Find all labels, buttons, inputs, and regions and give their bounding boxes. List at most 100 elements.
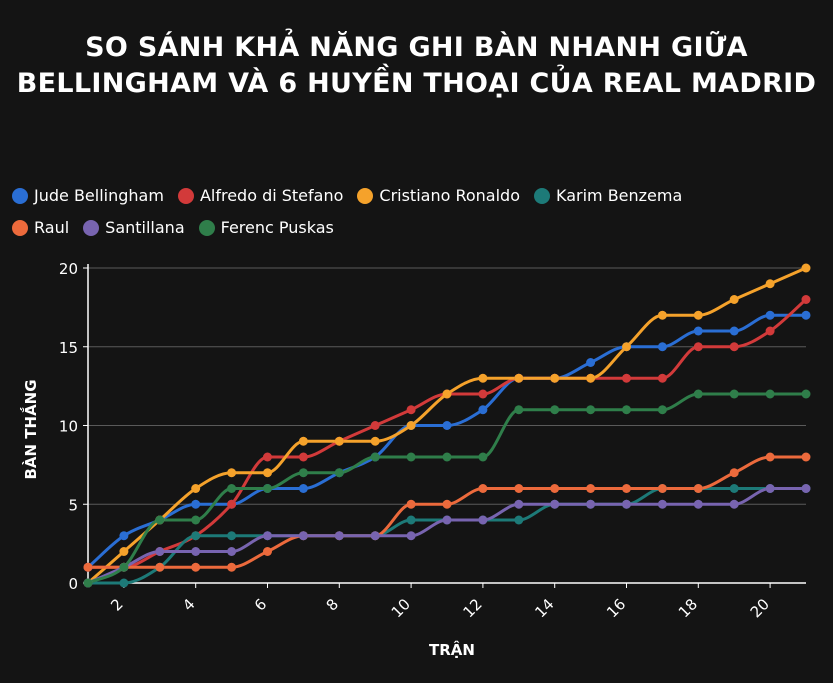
- data-point[interactable]: [227, 468, 237, 478]
- data-point[interactable]: [478, 405, 488, 415]
- data-point[interactable]: [442, 452, 452, 462]
- data-point[interactable]: [693, 484, 703, 493]
- data-point[interactable]: [370, 421, 380, 430]
- data-point[interactable]: [334, 468, 344, 478]
- data-point[interactable]: [729, 499, 739, 509]
- data-point[interactable]: [442, 389, 452, 399]
- data-point[interactable]: [729, 484, 739, 493]
- data-point[interactable]: [693, 310, 703, 320]
- data-point[interactable]: [370, 531, 380, 541]
- data-point[interactable]: [370, 436, 380, 446]
- legend-item[interactable]: Karim Benzema: [533, 186, 682, 206]
- data-point[interactable]: [191, 547, 201, 556]
- data-point[interactable]: [514, 484, 524, 493]
- data-point[interactable]: [765, 389, 775, 399]
- data-point[interactable]: [801, 310, 811, 320]
- data-point[interactable]: [657, 310, 667, 320]
- data-point[interactable]: [298, 452, 308, 462]
- data-point[interactable]: [298, 531, 308, 541]
- data-point[interactable]: [406, 515, 416, 525]
- data-point[interactable]: [693, 342, 703, 352]
- data-point[interactable]: [406, 421, 416, 430]
- data-point[interactable]: [119, 547, 129, 556]
- data-point[interactable]: [227, 562, 237, 572]
- data-point[interactable]: [765, 310, 775, 320]
- data-point[interactable]: [729, 389, 739, 399]
- data-point[interactable]: [693, 389, 703, 399]
- data-point[interactable]: [227, 499, 237, 509]
- data-point[interactable]: [191, 499, 201, 509]
- data-point[interactable]: [801, 295, 811, 304]
- data-point[interactable]: [729, 326, 739, 336]
- legend-item[interactable]: Jude Bellingham: [12, 186, 164, 206]
- data-point[interactable]: [191, 531, 201, 541]
- data-point[interactable]: [191, 562, 201, 572]
- data-point[interactable]: [191, 484, 201, 493]
- data-point[interactable]: [765, 279, 775, 289]
- data-point[interactable]: [119, 562, 129, 572]
- data-point[interactable]: [514, 515, 524, 525]
- data-point[interactable]: [406, 452, 416, 462]
- data-point[interactable]: [478, 515, 488, 525]
- data-point[interactable]: [191, 515, 201, 525]
- data-point[interactable]: [729, 295, 739, 304]
- data-point[interactable]: [155, 547, 165, 556]
- data-point[interactable]: [657, 499, 667, 509]
- data-point[interactable]: [622, 484, 631, 493]
- data-point[interactable]: [514, 405, 524, 415]
- data-point[interactable]: [442, 515, 452, 525]
- data-point[interactable]: [263, 531, 272, 541]
- data-point[interactable]: [334, 436, 344, 446]
- data-point[interactable]: [765, 484, 775, 493]
- data-point[interactable]: [227, 531, 237, 541]
- data-point[interactable]: [622, 499, 631, 509]
- data-point[interactable]: [227, 547, 237, 556]
- data-point[interactable]: [801, 389, 811, 399]
- data-point[interactable]: [693, 326, 703, 336]
- data-point[interactable]: [586, 499, 596, 509]
- data-point[interactable]: [442, 421, 452, 430]
- data-point[interactable]: [550, 499, 560, 509]
- data-point[interactable]: [478, 484, 488, 493]
- data-point[interactable]: [298, 468, 308, 478]
- data-point[interactable]: [263, 484, 272, 493]
- data-point[interactable]: [478, 373, 488, 383]
- data-point[interactable]: [657, 373, 667, 383]
- data-point[interactable]: [155, 562, 165, 572]
- data-point[interactable]: [550, 373, 560, 383]
- legend-item[interactable]: Santillana: [83, 218, 185, 238]
- data-point[interactable]: [263, 547, 272, 556]
- data-point[interactable]: [83, 562, 93, 572]
- data-point[interactable]: [406, 531, 416, 541]
- data-point[interactable]: [478, 389, 488, 399]
- legend-item[interactable]: Raul: [12, 218, 69, 238]
- data-point[interactable]: [370, 452, 380, 462]
- data-point[interactable]: [729, 342, 739, 352]
- data-point[interactable]: [729, 468, 739, 478]
- data-point[interactable]: [657, 484, 667, 493]
- data-point[interactable]: [586, 484, 596, 493]
- data-point[interactable]: [334, 531, 344, 541]
- data-point[interactable]: [550, 405, 560, 415]
- data-point[interactable]: [478, 452, 488, 462]
- legend-item[interactable]: Cristiano Ronaldo: [357, 186, 520, 206]
- data-point[interactable]: [693, 499, 703, 509]
- data-point[interactable]: [622, 373, 631, 383]
- data-point[interactable]: [514, 373, 524, 383]
- data-point[interactable]: [657, 405, 667, 415]
- data-point[interactable]: [801, 263, 811, 273]
- data-point[interactable]: [263, 452, 272, 462]
- data-point[interactable]: [586, 358, 596, 367]
- data-point[interactable]: [765, 326, 775, 336]
- data-point[interactable]: [622, 342, 631, 352]
- legend-item[interactable]: Alfredo di Stefano: [177, 186, 343, 206]
- data-point[interactable]: [622, 405, 631, 415]
- data-point[interactable]: [550, 484, 560, 493]
- data-point[interactable]: [801, 452, 811, 462]
- data-point[interactable]: [586, 405, 596, 415]
- data-point[interactable]: [119, 578, 129, 588]
- data-point[interactable]: [119, 531, 129, 541]
- data-point[interactable]: [155, 515, 165, 525]
- data-point[interactable]: [298, 484, 308, 493]
- data-point[interactable]: [406, 405, 416, 415]
